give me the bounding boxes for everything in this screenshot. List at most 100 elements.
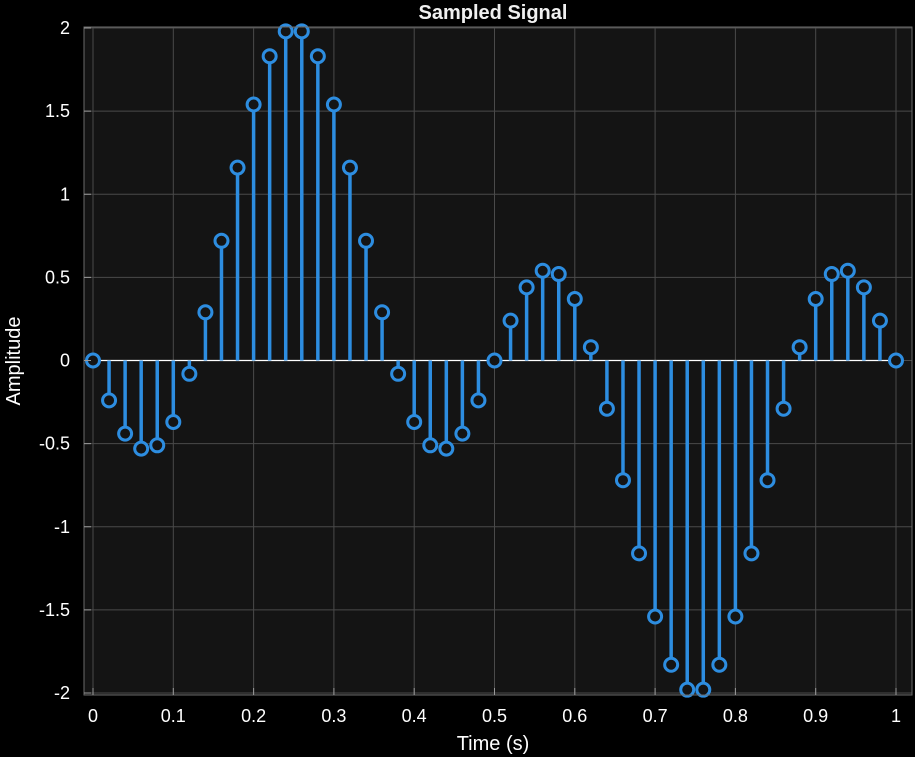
stem <box>454 360 471 442</box>
stem-marker <box>454 425 471 442</box>
stem-marker <box>775 400 792 417</box>
x-tick-label: 0.1 <box>161 706 186 726</box>
stem-marker <box>181 365 198 382</box>
stem-marker <box>245 96 262 113</box>
y-tick-label: 1 <box>60 184 70 204</box>
stem <box>759 360 776 489</box>
stem-marker <box>598 400 615 417</box>
stem-marker <box>374 304 391 321</box>
stem-marker <box>406 414 423 431</box>
stem-marker <box>759 472 776 489</box>
stem-marker <box>534 262 551 279</box>
stem-marker <box>614 472 631 489</box>
x-tick-label: 0.4 <box>402 706 427 726</box>
stem-marker <box>229 159 246 176</box>
stem-marker <box>133 440 150 457</box>
stem <box>438 360 455 457</box>
x-axis-ticks: 0 0.1 0.2 0.3 0.4 0.5 0.6 0.7 0.8 0.9 1 <box>88 688 901 726</box>
stem-marker <box>855 279 872 296</box>
stem <box>149 360 166 454</box>
stem <box>197 304 214 361</box>
stem-marker <box>293 23 310 40</box>
stem <box>277 23 294 361</box>
stem <box>245 96 262 361</box>
stem-marker <box>582 339 599 356</box>
y-tick-label: 0 <box>60 351 70 371</box>
stem <box>855 279 872 361</box>
stem <box>181 360 198 382</box>
stem <box>229 159 246 361</box>
stem <box>743 360 760 562</box>
stem-marker <box>341 159 358 176</box>
stem-marker <box>213 232 230 249</box>
x-tick-label: 0.3 <box>321 706 346 726</box>
stem-marker <box>390 365 407 382</box>
stem-marker <box>888 352 904 369</box>
stem-marker <box>631 545 648 562</box>
stem <box>358 232 375 361</box>
stem-marker <box>277 23 294 40</box>
stem <box>293 23 310 361</box>
stem-marker <box>647 608 664 625</box>
stem-marker <box>486 352 503 369</box>
stem <box>582 339 599 361</box>
stem <box>309 48 326 361</box>
x-axis-label: Time (s) <box>457 733 530 755</box>
y-axis-label: Amplitude <box>3 317 25 406</box>
stem-series <box>85 23 904 698</box>
stem-marker <box>566 290 583 307</box>
stem <box>839 262 856 361</box>
x-tick-label: 1 <box>891 706 901 726</box>
stem-marker <box>807 290 824 307</box>
stem-marker <box>470 392 487 409</box>
stem <box>518 279 535 361</box>
stem-marker <box>309 48 326 65</box>
x-tick-label: 0.2 <box>241 706 266 726</box>
stem <box>647 360 664 625</box>
stem <box>711 360 728 673</box>
stem <box>101 360 118 409</box>
stem <box>502 312 519 361</box>
stem <box>213 232 230 361</box>
stem-marker <box>823 266 840 283</box>
stem-marker <box>101 392 118 409</box>
y-tick-label: 1.5 <box>45 101 70 121</box>
stem-marker <box>518 279 535 296</box>
stem-marker <box>197 304 214 321</box>
x-tick-label: 0.5 <box>482 706 507 726</box>
stem <box>422 360 439 454</box>
stem <box>695 360 712 698</box>
stem-marker <box>358 232 375 249</box>
stem-marker <box>325 96 342 113</box>
stem <box>871 312 888 361</box>
stem-marker <box>502 312 519 329</box>
stem-marker <box>871 312 888 329</box>
y-tick-label: -0.5 <box>39 434 70 454</box>
stem-marker <box>727 608 744 625</box>
y-tick-label: 2 <box>60 18 70 38</box>
x-tick-label: 0.8 <box>723 706 748 726</box>
y-tick-label: -1 <box>54 517 70 537</box>
stem-marker <box>438 440 455 457</box>
stem <box>261 48 278 361</box>
x-tick-label: 0.9 <box>803 706 828 726</box>
stem-marker <box>663 656 680 673</box>
y-tick-label: -2 <box>54 683 70 703</box>
stem <box>631 360 648 562</box>
stem <box>807 290 824 361</box>
x-tick-label: 0.7 <box>643 706 668 726</box>
y-tick-label: 0.5 <box>45 267 70 287</box>
stem <box>679 360 696 698</box>
y-axis-ticks: -2 -1.5 -1 -0.5 0 0.5 1 1.5 2 <box>39 18 91 703</box>
stem <box>598 360 615 417</box>
stem-marker <box>261 48 278 65</box>
stem <box>727 360 744 625</box>
stem-marker <box>791 339 808 356</box>
stem <box>566 290 583 361</box>
chart-title: Sampled Signal <box>419 2 568 24</box>
stem <box>117 360 134 442</box>
stem-marker <box>839 262 856 279</box>
stem <box>374 304 391 361</box>
stem-marker <box>117 425 134 442</box>
